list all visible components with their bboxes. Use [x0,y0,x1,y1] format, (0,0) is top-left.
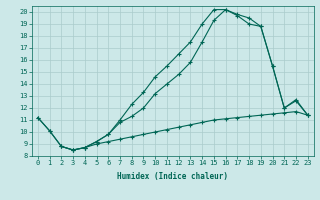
X-axis label: Humidex (Indice chaleur): Humidex (Indice chaleur) [117,172,228,181]
